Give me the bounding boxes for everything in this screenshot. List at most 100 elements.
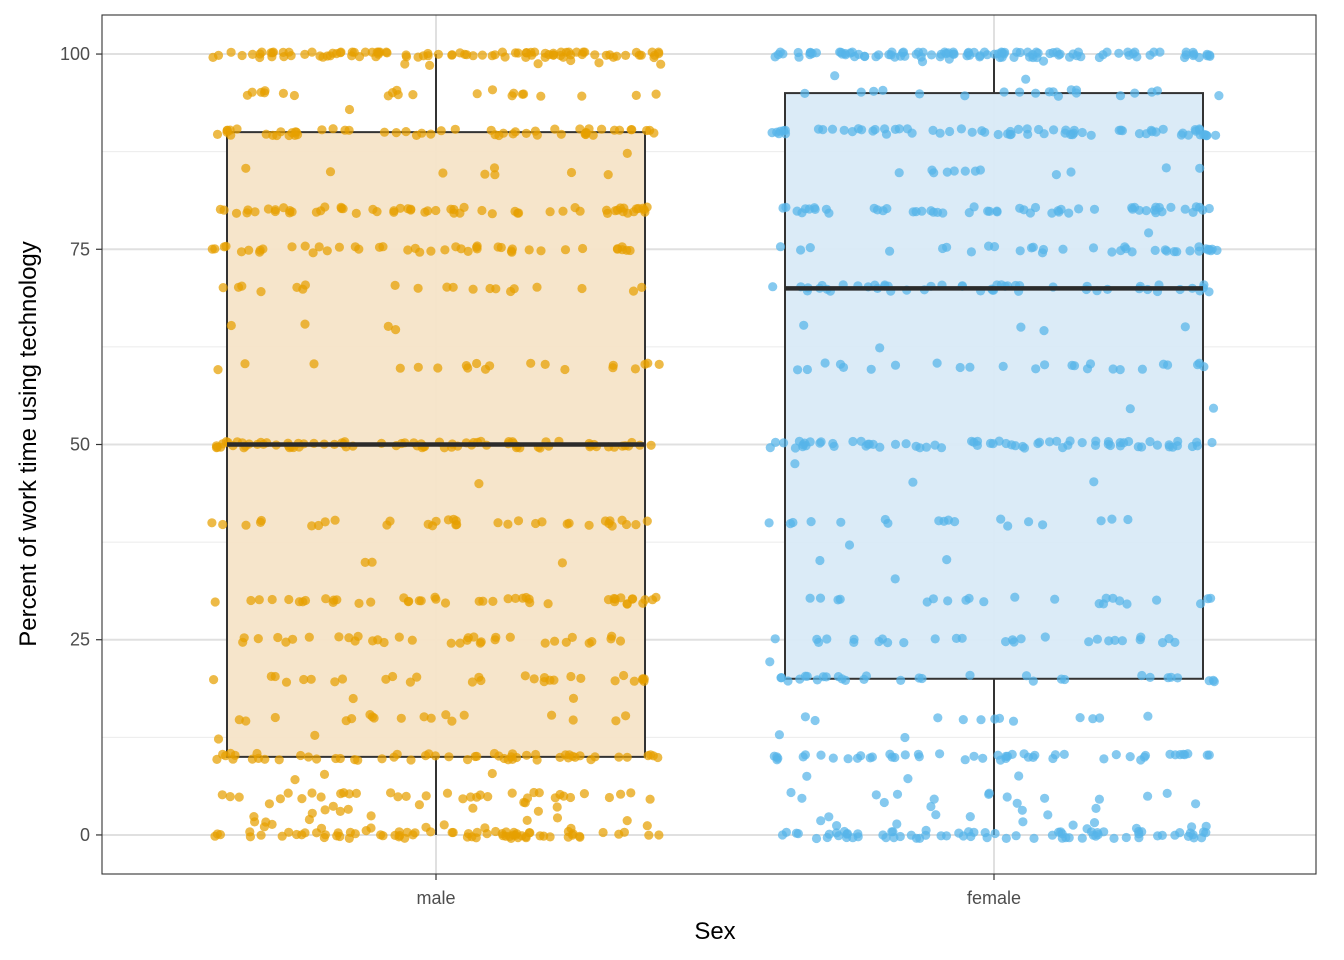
data-point-female — [943, 48, 953, 58]
data-point-female — [777, 830, 788, 840]
data-point-female — [1121, 832, 1131, 843]
data-point-male — [431, 205, 441, 216]
data-point-male — [296, 750, 306, 761]
data-point-male — [336, 789, 346, 799]
data-point-male — [212, 754, 222, 765]
data-point-female — [1169, 247, 1179, 257]
data-point-female — [1175, 828, 1185, 838]
data-point-male — [536, 91, 546, 101]
data-point-male — [521, 128, 531, 138]
data-point-female — [1095, 713, 1105, 723]
data-point-female — [1034, 437, 1045, 447]
data-point-female — [880, 124, 890, 134]
data-point-female — [1056, 204, 1066, 214]
data-point-female — [1180, 204, 1190, 214]
data-point-male — [396, 713, 406, 723]
data-point-male — [405, 677, 415, 687]
data-point-male — [628, 594, 638, 604]
data-point-male — [414, 596, 424, 606]
data-point-female — [1201, 244, 1211, 254]
data-point-male — [353, 755, 363, 765]
data-point-female — [800, 712, 811, 722]
data-point-female — [1003, 521, 1013, 531]
data-point-female — [1015, 47, 1025, 58]
data-point-female — [960, 166, 970, 176]
data-point-male — [307, 808, 317, 818]
data-point-male — [581, 128, 591, 138]
data-point-male — [514, 208, 524, 218]
data-point-female — [810, 715, 820, 726]
data-point-male — [413, 283, 423, 293]
data-point-female — [818, 672, 828, 682]
data-point-female — [936, 443, 947, 453]
data-point-female — [999, 87, 1009, 97]
data-point-male — [594, 58, 604, 68]
data-point-male — [408, 90, 418, 100]
data-point-female — [1039, 326, 1049, 336]
data-point-male — [247, 49, 258, 60]
data-point-male — [321, 594, 331, 604]
data-point-male — [245, 832, 255, 842]
data-point-female — [1038, 244, 1049, 255]
data-point-male — [485, 361, 495, 371]
data-point-female — [849, 637, 859, 648]
data-point-female — [885, 749, 895, 759]
data-point-female — [989, 242, 1000, 252]
data-point-male — [335, 806, 345, 817]
data-point-female — [1085, 359, 1096, 369]
data-point-female — [1005, 126, 1016, 137]
data-point-male — [500, 52, 510, 62]
data-point-male — [393, 792, 403, 802]
data-point-female — [1043, 810, 1053, 820]
data-point-female — [1125, 404, 1135, 414]
data-point-male — [395, 363, 405, 373]
data-point-female — [1152, 440, 1162, 450]
data-point-male — [600, 516, 611, 526]
data-point-male — [217, 790, 227, 800]
data-point-male — [233, 282, 244, 292]
data-point-female — [815, 438, 825, 448]
data-point-female — [965, 670, 975, 680]
data-point-female — [1189, 49, 1199, 59]
data-point-male — [310, 730, 320, 741]
data-point-male — [645, 125, 655, 135]
data-point-female — [1021, 74, 1031, 84]
data-point-male — [210, 831, 220, 841]
data-point-female — [793, 47, 803, 58]
data-point-female — [914, 673, 924, 683]
data-point-male — [548, 50, 559, 60]
data-point-female — [869, 86, 879, 96]
data-point-female — [894, 124, 904, 134]
data-point-male — [406, 755, 416, 765]
data-point-female — [933, 713, 943, 723]
data-point-male — [298, 284, 308, 294]
data-point-female — [1202, 750, 1212, 760]
data-point-male — [461, 361, 471, 371]
data-point-female — [980, 127, 990, 137]
median-layer — [227, 286, 1203, 447]
data-point-female — [970, 166, 981, 176]
data-point-female — [806, 517, 816, 527]
data-point-female — [827, 124, 838, 134]
data-point-male — [264, 799, 274, 809]
data-point-male — [314, 242, 324, 252]
data-point-male — [472, 827, 482, 838]
data-point-female — [1158, 124, 1168, 134]
data-point-female — [830, 71, 840, 81]
data-point-male — [431, 516, 441, 526]
data-point-male — [343, 804, 353, 814]
data-point-male — [529, 674, 539, 684]
data-point-female — [1045, 437, 1055, 447]
data-point-male — [654, 830, 664, 840]
data-point-female — [1008, 716, 1019, 726]
data-point-male — [421, 791, 431, 801]
data-point-male — [391, 325, 401, 335]
data-point-female — [1166, 202, 1176, 212]
data-point-female — [837, 674, 847, 684]
data-point-male — [491, 284, 501, 294]
data-point-male — [550, 124, 560, 134]
data-point-female — [1015, 246, 1025, 256]
data-point-female — [1040, 360, 1050, 370]
data-point-female — [1160, 245, 1170, 255]
data-point-male — [270, 205, 280, 215]
